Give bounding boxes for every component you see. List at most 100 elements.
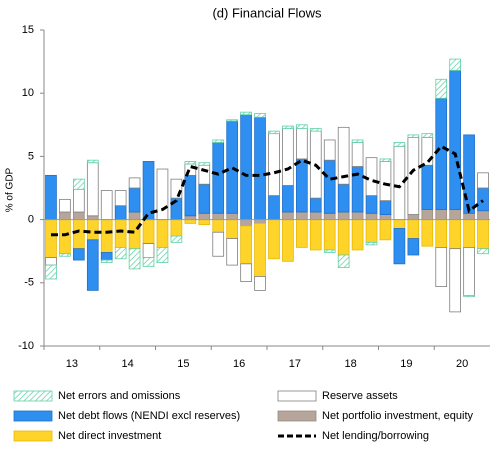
bar-segment — [477, 219, 489, 250]
legend-label: Net lending/borrowing — [322, 430, 429, 442]
bar-segment — [323, 249, 336, 253]
bar-segment — [156, 219, 169, 248]
bar-segment — [212, 139, 225, 143]
bar-segment — [337, 126, 350, 185]
bar-segment — [463, 295, 475, 298]
bar-segment — [393, 228, 406, 265]
bar-segment — [86, 159, 99, 164]
bar-segment — [212, 231, 225, 257]
bar-segment — [198, 219, 211, 226]
bar-segment — [379, 161, 392, 202]
bar-segment — [184, 219, 197, 224]
bar-segment — [73, 178, 85, 190]
bar-segment — [365, 241, 378, 246]
bar-segment — [309, 219, 322, 251]
bar-segment — [86, 162, 99, 217]
bar-segment — [296, 158, 308, 213]
bar-segment — [254, 116, 266, 221]
bar-segment — [309, 197, 322, 213]
x-tick-label: 14 — [122, 358, 134, 370]
bar-segment — [282, 185, 294, 213]
bar-segment — [128, 177, 141, 189]
bar-segment — [73, 188, 85, 213]
bar-segment — [337, 183, 350, 213]
bar-segment — [254, 276, 266, 291]
bar-segment — [351, 139, 364, 143]
bar-segment — [86, 215, 99, 220]
bar-segment — [365, 219, 378, 243]
legend-label: Reserve assets — [322, 390, 398, 402]
y-tick-label: 5 — [28, 150, 34, 162]
bar-segment — [435, 97, 448, 210]
bar-segment — [309, 128, 322, 132]
bar-segment — [226, 219, 238, 239]
bar-segment — [449, 70, 461, 210]
bar-segment — [351, 142, 364, 167]
x-tick-label: 17 — [289, 358, 301, 370]
x-tick-label: 20 — [456, 358, 468, 370]
bar-segment — [351, 219, 364, 251]
bar-segment — [323, 159, 336, 214]
bar-segment — [449, 219, 461, 250]
legend-label: Net errors and omissions — [58, 390, 181, 402]
line-series — [51, 144, 484, 237]
bar-segment — [407, 238, 420, 256]
bar-segment — [142, 243, 155, 258]
bar-segment — [198, 212, 211, 220]
bar-segment — [463, 134, 475, 214]
bar-segment — [463, 247, 475, 296]
bar-segment — [463, 212, 475, 220]
x-tick-label: 18 — [345, 358, 357, 370]
bar-segment — [282, 128, 294, 186]
x-tick-label: 19 — [400, 358, 412, 370]
y-tick-label: 0 — [28, 214, 34, 226]
bar-segment — [477, 248, 489, 255]
bar-segment — [226, 119, 238, 122]
bar-segment — [226, 120, 238, 214]
bar-segment — [323, 139, 336, 161]
bar-segment — [73, 211, 85, 221]
bar-segment — [393, 219, 406, 229]
bar-segment — [128, 211, 141, 221]
bar-segment — [198, 164, 211, 185]
bar-segment — [212, 219, 225, 233]
bar-segment — [393, 145, 406, 220]
bar-segment — [309, 211, 322, 221]
bar-segment — [477, 210, 489, 220]
bar-segment — [59, 211, 71, 221]
bar-segment — [45, 264, 57, 280]
y-tick-label: 15 — [22, 24, 34, 36]
bar-segment — [323, 212, 336, 220]
bar-segment — [296, 211, 308, 221]
legend-swatch — [277, 390, 317, 402]
bar-segment — [240, 263, 252, 282]
bar-segment — [198, 162, 211, 166]
bar-segment — [379, 158, 392, 162]
bar-segment — [435, 247, 448, 287]
bar-segment — [184, 215, 197, 220]
bar-segment — [421, 164, 434, 210]
bar-segment — [268, 133, 280, 196]
bar-segment — [407, 134, 420, 138]
y-tick-label: -10 — [18, 340, 34, 352]
bar-segment — [114, 190, 127, 207]
bar-segment — [45, 219, 57, 258]
bar-segment — [365, 212, 378, 220]
bar-segment — [449, 248, 461, 313]
bar-segment — [296, 128, 308, 160]
bar-segment — [226, 212, 238, 220]
legend-label: Net portfolio investment, equity — [322, 410, 474, 422]
bar-segment — [170, 219, 183, 237]
bar-segment — [268, 219, 280, 260]
bar-segment — [114, 205, 127, 220]
bar-segment — [449, 58, 461, 71]
bar-segment — [337, 211, 350, 221]
bar-segment — [407, 137, 420, 215]
bar-segment — [226, 238, 238, 266]
bar-segment — [435, 209, 448, 221]
bar-segment — [170, 235, 183, 243]
bar-segment — [240, 111, 252, 116]
bar-segment — [184, 174, 197, 217]
bar-segment — [421, 209, 434, 221]
bar-segment — [114, 219, 127, 248]
